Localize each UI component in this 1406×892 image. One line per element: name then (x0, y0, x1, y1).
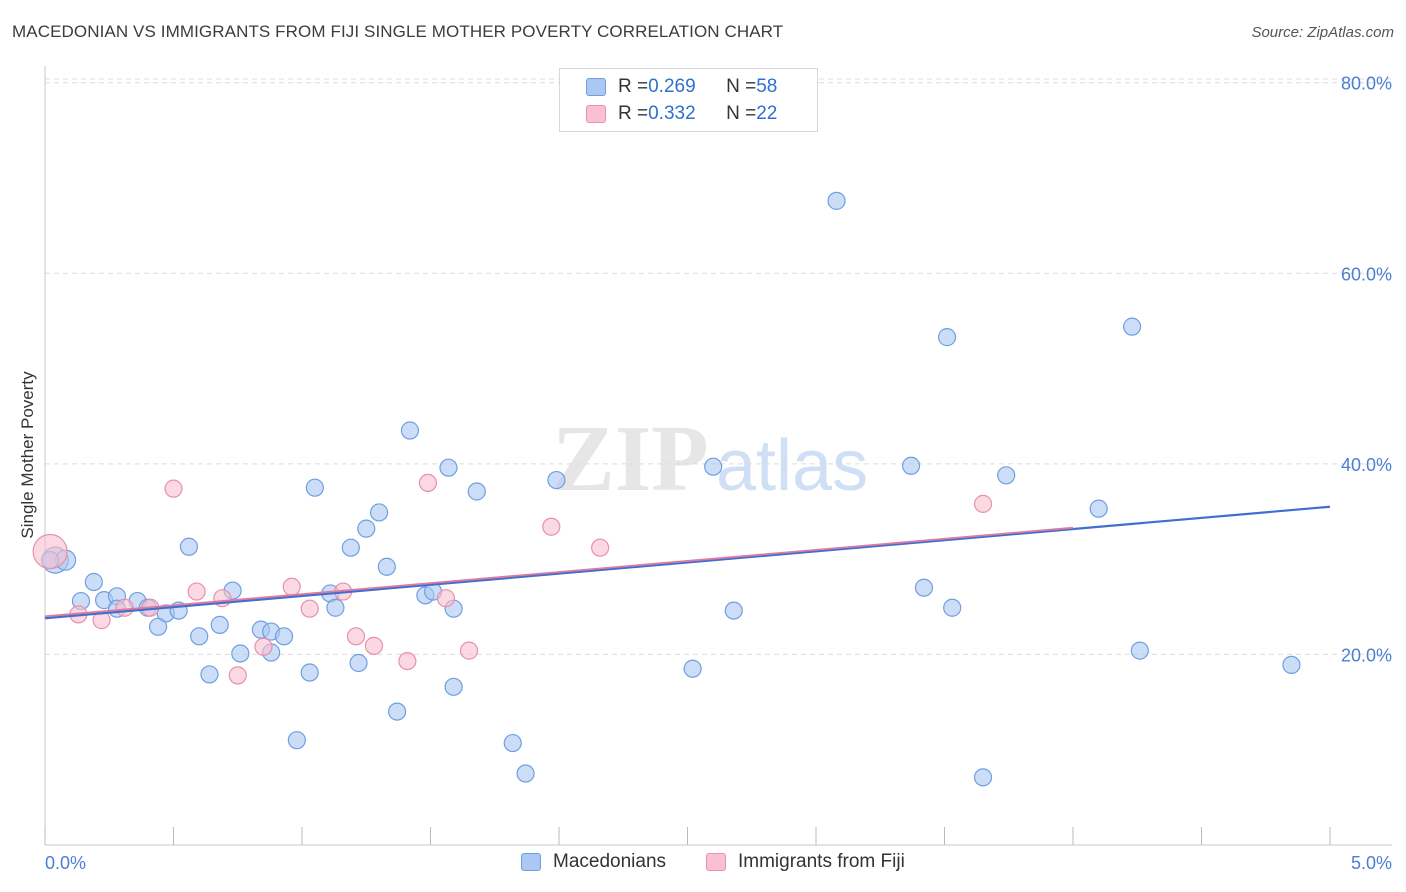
data-point (827, 191, 846, 210)
data-point (542, 517, 561, 536)
data-point (115, 598, 134, 617)
data-point (547, 470, 566, 490)
source-label: Source: ZipAtlas.com (1251, 24, 1394, 41)
legend-r-label: R = (618, 76, 649, 97)
data-point (914, 578, 934, 597)
data-point (364, 636, 384, 655)
data-point (341, 538, 360, 557)
watermark-zip: ZIP (552, 407, 709, 511)
data-point (467, 482, 486, 501)
x-tick-label-max: 5.0% (1351, 853, 1392, 873)
y-tick-label: 40.0% (1341, 455, 1392, 475)
data-point (400, 421, 420, 440)
bottom-legend-macedonians: Macedonians (521, 851, 666, 873)
data-point (357, 519, 376, 538)
data-point (444, 677, 463, 696)
legend-swatch-blue (586, 78, 606, 96)
data-point (164, 479, 183, 498)
data-point (973, 768, 993, 787)
bottom-legend-fiji: Immigrants from Fiji (706, 851, 905, 873)
trend-line (44, 505, 1331, 620)
data-point (148, 617, 168, 636)
data-point (179, 537, 199, 556)
data-point (591, 538, 610, 557)
legend-swatch-pink (586, 105, 606, 123)
watermark: ZIP atlas (552, 407, 868, 511)
data-point (282, 577, 301, 596)
data-point (190, 627, 209, 646)
bottom-legend-swatch-pink (706, 853, 726, 871)
data-point (683, 659, 702, 678)
series-immigrants-from-fiji (32, 473, 993, 685)
data-point (436, 589, 456, 608)
bottom-legend-label: Macedonians (553, 851, 667, 872)
legend: R = 0.269 N = 58 R = 0.332 N = 22 (559, 68, 818, 132)
data-point (387, 702, 407, 721)
data-point (300, 663, 319, 682)
data-point (1089, 499, 1108, 518)
data-point (937, 328, 957, 347)
trend-line (44, 526, 1074, 618)
data-point (370, 503, 389, 522)
data-point (254, 637, 273, 656)
data-point (231, 644, 250, 663)
trend-lines (44, 505, 1331, 620)
data-point (228, 666, 247, 685)
data-point (346, 627, 366, 646)
chart-title: MACEDONIAN VS IMMIGRANTS FROM FIJI SINGL… (12, 22, 784, 41)
legend-row-fiji: R = 0.332 N = 22 (586, 102, 777, 126)
legend-n-label: N = (726, 76, 757, 97)
bottom-legend-swatch-blue (521, 853, 541, 871)
data-point (287, 731, 306, 750)
data-point (516, 764, 535, 783)
data-point (439, 458, 458, 477)
data-point (200, 665, 219, 684)
data-point (459, 641, 479, 660)
legend-row-macedonians: R = 0.269 N = 58 (586, 75, 777, 99)
data-point (398, 651, 417, 671)
data-point (305, 478, 324, 497)
legend-r-label: R = (618, 103, 649, 124)
data-point (1282, 655, 1301, 675)
legend-r-value: 0.332 (648, 103, 696, 124)
data-point (997, 466, 1016, 485)
legend-n-value: 58 (756, 76, 778, 97)
watermark-atlas: atlas (716, 426, 868, 506)
y-tick-label: 60.0% (1341, 264, 1392, 284)
grid (45, 78, 1392, 655)
bottom-legend-label: Immigrants from Fiji (738, 851, 905, 872)
data-point (724, 601, 743, 620)
data-point (210, 615, 229, 634)
data-point (32, 533, 68, 570)
legend-n-value: 22 (756, 103, 778, 124)
data-point (943, 598, 962, 617)
data-point (274, 627, 294, 646)
data-point (1123, 317, 1142, 336)
data-point (187, 582, 206, 601)
data-point (349, 653, 368, 673)
y-tick-labels: 20.0% 40.0% 60.0% 80.0% (1341, 74, 1392, 666)
data-point (503, 733, 522, 753)
data-point (1130, 641, 1149, 660)
bottom-legend: Macedonians Immigrants from Fiji (0, 851, 1406, 879)
data-point (377, 557, 396, 576)
x-ticks (44, 827, 1331, 845)
data-point (418, 473, 438, 493)
y-tick-label: 80.0% (1341, 74, 1392, 94)
data-point (84, 572, 103, 592)
y-tick-label: 20.0% (1341, 645, 1392, 665)
data-point (973, 494, 993, 513)
x-tick-label-min: 0.0% (45, 853, 86, 873)
data-point (901, 456, 921, 475)
legend-n-label: N = (726, 103, 757, 124)
data-point (326, 598, 345, 617)
y-axis-label: Single Mother Poverty (18, 371, 37, 539)
data-point (300, 599, 319, 618)
axes (44, 66, 1392, 846)
legend-r-value: 0.269 (648, 76, 696, 97)
data-point (704, 457, 723, 476)
